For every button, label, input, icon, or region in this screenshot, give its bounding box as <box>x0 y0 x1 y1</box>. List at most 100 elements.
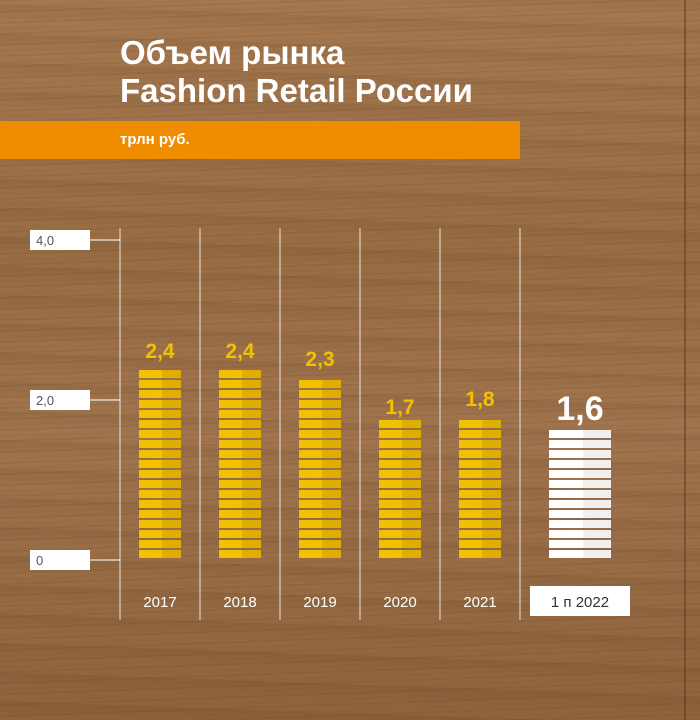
bar-segment-shade <box>322 410 341 418</box>
bar-segment <box>299 510 341 518</box>
bar-segment <box>139 430 181 438</box>
value-label: 1,6 <box>556 390 603 428</box>
bar-segment-shade <box>322 400 341 408</box>
bar-segment-shade <box>322 390 341 398</box>
unit-label: трлн руб. <box>120 131 190 148</box>
bar-segment-shade <box>242 480 261 488</box>
bar-segment-shade <box>162 550 181 558</box>
bar-segment-shade <box>242 500 261 508</box>
bar-segment <box>459 430 501 438</box>
bar-segment <box>299 540 341 548</box>
bar-segment-shade <box>402 450 421 458</box>
bar-segment <box>459 530 501 538</box>
bar-segment <box>219 540 261 548</box>
bar-segment <box>219 400 261 408</box>
bar-segment-shade <box>242 510 261 518</box>
bar-segment-shade <box>402 500 421 508</box>
bar-segment-shade <box>482 430 501 438</box>
bar-segment <box>549 530 611 538</box>
bar-segment <box>139 550 181 558</box>
bar-segment-shade <box>322 380 341 388</box>
bar-segment <box>219 510 261 518</box>
bar-segment <box>459 480 501 488</box>
bar-segment <box>299 480 341 488</box>
bar-segment-shade <box>583 430 611 438</box>
bar-segment-shade <box>482 470 501 478</box>
bar-segment <box>549 550 611 558</box>
bar-segment <box>299 460 341 468</box>
bar-segment-shade <box>162 520 181 528</box>
bar-segment <box>139 470 181 478</box>
bar-segment-shade <box>402 470 421 478</box>
bar-segment <box>139 390 181 398</box>
bar-segment <box>379 480 421 488</box>
bar-segment-shade <box>242 440 261 448</box>
bar-segment <box>549 480 611 488</box>
value-label: 2,3 <box>305 348 334 371</box>
bar-segment <box>139 540 181 548</box>
bar-segment <box>139 520 181 528</box>
bar-segment-shade <box>482 550 501 558</box>
bar-segment <box>459 510 501 518</box>
bar-segment <box>219 390 261 398</box>
bar-segment <box>549 450 611 458</box>
bar-segment-shade <box>482 500 501 508</box>
bar-segment-shade <box>162 430 181 438</box>
bar-segment <box>139 440 181 448</box>
bar-segment-shade <box>242 550 261 558</box>
bar-segment-shade <box>583 540 611 548</box>
bar-segment-shade <box>322 460 341 468</box>
bar-segment <box>379 470 421 478</box>
bar-segment <box>219 420 261 428</box>
bar-segment-shade <box>162 490 181 498</box>
bar-segment <box>459 550 501 558</box>
bar-segment <box>219 430 261 438</box>
bar-2019 <box>299 380 341 558</box>
bar-segment <box>459 490 501 498</box>
bar-segment-shade <box>402 460 421 468</box>
bar-segment-shade <box>162 400 181 408</box>
bar-segment <box>459 520 501 528</box>
bar-segment <box>219 380 261 388</box>
bar-segment-shade <box>402 440 421 448</box>
bar-segment <box>379 510 421 518</box>
bar-segment <box>299 440 341 448</box>
bar-segment-shade <box>402 420 421 428</box>
bar-segment <box>549 490 611 498</box>
bar-segment-shade <box>162 370 181 378</box>
category-label: 2017 <box>143 594 176 611</box>
bar-segment <box>219 530 261 538</box>
bar-segment-shade <box>322 450 341 458</box>
bar-segment <box>379 450 421 458</box>
bar-segment <box>549 520 611 528</box>
bar-segment-shade <box>583 490 611 498</box>
title-line-1: Объем рынка <box>120 34 345 71</box>
bar-segment <box>139 480 181 488</box>
bar-segment-shade <box>322 500 341 508</box>
value-label: 1,7 <box>385 396 414 419</box>
value-label: 2,4 <box>145 340 175 363</box>
bar-segment <box>139 450 181 458</box>
bar-segment <box>549 540 611 548</box>
bar-segment <box>459 540 501 548</box>
bar-segment <box>299 390 341 398</box>
bar-segment-shade <box>583 460 611 468</box>
bar-segment <box>299 500 341 508</box>
bar-segment-shade <box>242 450 261 458</box>
bar-segment <box>219 550 261 558</box>
bar-segment-shade <box>242 390 261 398</box>
bar-segment <box>459 420 501 428</box>
chart-title: Объем рынка Fashion Retail России <box>120 34 473 110</box>
bar-segment <box>379 430 421 438</box>
bar-segment <box>299 450 341 458</box>
bar-segment-shade <box>482 520 501 528</box>
bar-segment-shade <box>242 370 261 378</box>
bar-segment-shade <box>402 510 421 518</box>
category-label: 2018 <box>223 594 256 611</box>
bar-segment-shade <box>583 530 611 538</box>
bar-segment <box>219 440 261 448</box>
bar-segment-shade <box>162 460 181 468</box>
bar-segment <box>299 410 341 418</box>
y-tick-label: 4,0 <box>36 233 54 248</box>
